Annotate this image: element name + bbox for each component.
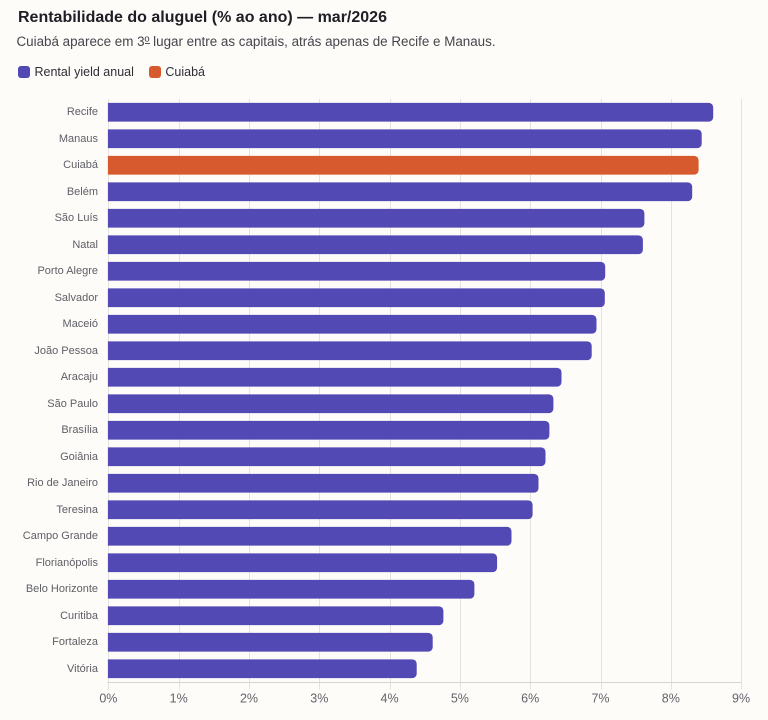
svg-text:2%: 2% bbox=[240, 692, 258, 706]
svg-text:Natal: Natal bbox=[72, 239, 98, 251]
svg-text:Belém: Belém bbox=[67, 186, 98, 198]
svg-text:Manaus: Manaus bbox=[59, 133, 99, 145]
svg-text:Porto Alegre: Porto Alegre bbox=[37, 265, 98, 277]
svg-text:Vitória: Vitória bbox=[67, 663, 99, 675]
svg-text:Maceió: Maceió bbox=[63, 318, 98, 330]
svg-text:5%: 5% bbox=[451, 692, 469, 706]
svg-text:0%: 0% bbox=[99, 692, 117, 706]
svg-text:Fortaleza: Fortaleza bbox=[52, 636, 99, 648]
svg-text:João Pessoa: João Pessoa bbox=[34, 345, 98, 357]
svg-text:Rio de Janeiro: Rio de Janeiro bbox=[27, 477, 98, 489]
svg-text:4%: 4% bbox=[381, 692, 399, 706]
svg-text:Curitiba: Curitiba bbox=[60, 610, 99, 622]
svg-text:Teresina: Teresina bbox=[56, 504, 98, 516]
svg-text:3%: 3% bbox=[310, 692, 328, 706]
svg-text:Goiânia: Goiânia bbox=[60, 451, 99, 463]
svg-text:Aracaju: Aracaju bbox=[61, 371, 98, 383]
svg-text:Florianópolis: Florianópolis bbox=[36, 557, 99, 569]
svg-text:9%: 9% bbox=[732, 692, 750, 706]
svg-text:Belo Horizonte: Belo Horizonte bbox=[26, 583, 98, 595]
svg-text:Salvador: Salvador bbox=[55, 292, 99, 304]
svg-text:7%: 7% bbox=[591, 692, 609, 706]
svg-text:Cuiabá: Cuiabá bbox=[63, 159, 99, 171]
svg-text:São Luís: São Luís bbox=[55, 212, 99, 224]
svg-text:Brasília: Brasília bbox=[61, 424, 99, 436]
svg-text:São Paulo: São Paulo bbox=[47, 398, 98, 410]
svg-text:1%: 1% bbox=[170, 692, 188, 706]
svg-text:Campo Grande: Campo Grande bbox=[23, 530, 98, 542]
svg-text:6%: 6% bbox=[521, 692, 539, 706]
svg-text:Recife: Recife bbox=[67, 106, 98, 118]
svg-text:8%: 8% bbox=[662, 692, 680, 706]
